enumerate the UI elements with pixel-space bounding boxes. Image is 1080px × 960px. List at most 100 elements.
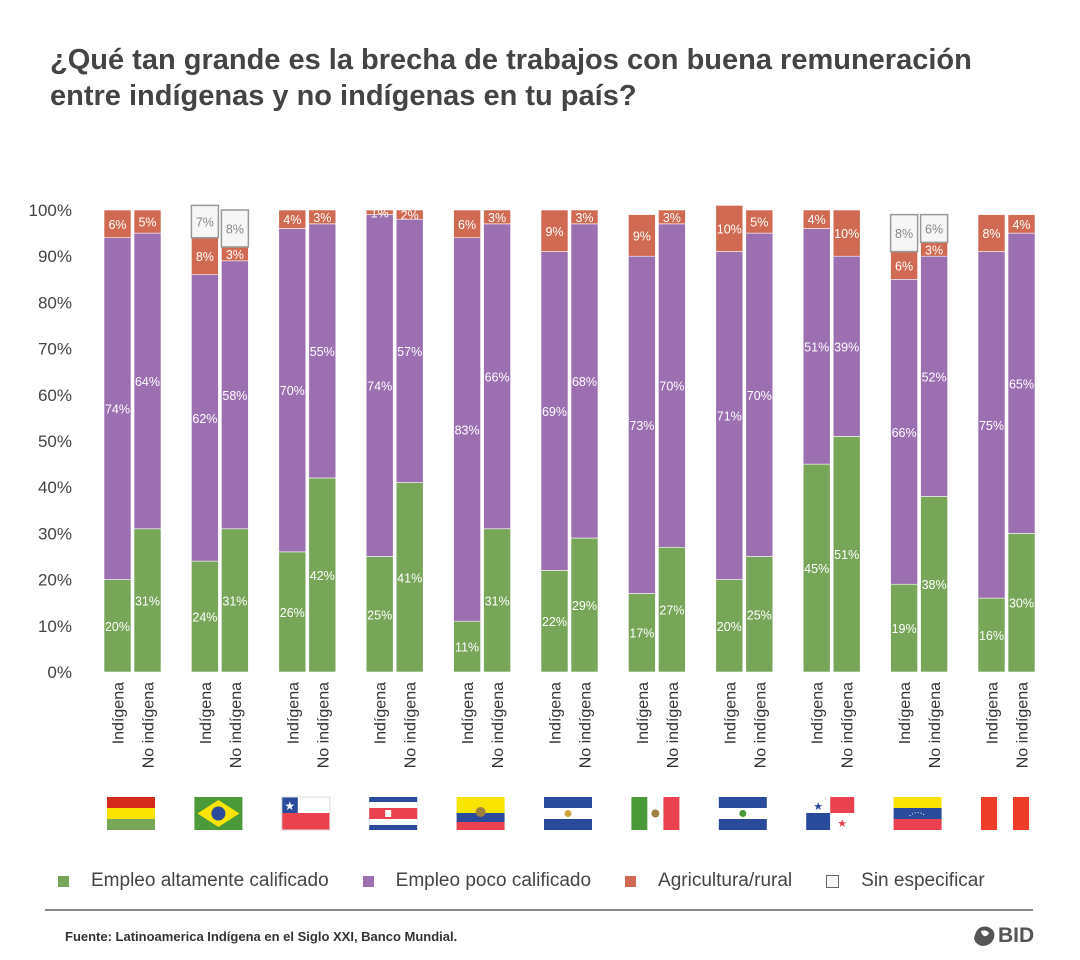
legend-label: Agricultura/rural [658, 870, 793, 891]
bar-segment [628, 214, 656, 257]
bar-segment [220, 209, 250, 248]
data-label: 20% [717, 620, 742, 634]
bar-segment [890, 583, 918, 673]
data-label: 4% [808, 213, 826, 227]
bar-segment [365, 214, 394, 557]
bar-segment [453, 237, 481, 622]
y-tick-label: 30% [38, 524, 72, 543]
data-label: 5% [750, 216, 768, 230]
bar-category-label: No indígena [1015, 682, 1032, 768]
data-label: 70% [747, 389, 772, 403]
legend-item: Sin especificar [826, 870, 985, 892]
nicaragua-flag-icon [718, 797, 767, 830]
y-tick-label: 0% [47, 663, 72, 682]
bar-segment [889, 213, 919, 253]
data-label: 10% [717, 222, 742, 236]
bolivia-flag-icon [107, 797, 155, 830]
stacked-bar-chart: 0% 10% 20% 30% 40% 50% 60% 70% 80% 90% 100% 20% 74% 6… [29, 201, 1036, 831]
bar-segment [540, 209, 569, 252]
bar-segment [658, 546, 686, 673]
divider [45, 909, 1033, 911]
bar-segment [221, 528, 249, 673]
bar-segment [483, 209, 511, 225]
data-label: 39% [834, 340, 859, 354]
legend-item: Agricultura/rural [625, 870, 792, 892]
bar-category-label: No indígena [403, 682, 420, 768]
legend-label: Empleo poco calificado [395, 870, 592, 891]
bar-category-label: Indígena [373, 682, 390, 744]
bar-segment [540, 570, 569, 673]
bar-segment [191, 237, 219, 275]
bar-segment [890, 278, 918, 585]
bar-category-label: Indígena [548, 682, 565, 744]
bar-segment [745, 209, 774, 234]
bar-segment [103, 237, 132, 580]
data-label: 2% [401, 209, 419, 223]
bar-category-label: Indígena [460, 682, 477, 744]
bar-category-label: Indígena [897, 682, 914, 744]
venezuela-flag-icon [893, 797, 942, 830]
data-label: 69% [542, 405, 567, 419]
data-label: 62% [192, 412, 217, 426]
data-label: 5% [138, 216, 156, 230]
bar-category-label: Indígena [111, 682, 128, 744]
svg-text:★: ★ [813, 801, 823, 813]
el-salvador-flag-icon [544, 797, 592, 830]
bar-category-label: Indígena [285, 682, 302, 744]
bar-segment [395, 218, 424, 483]
y-tick-label: 80% [38, 293, 72, 312]
data-label: 57% [397, 345, 422, 359]
legend: Empleo altamente calificado Empleo poco c… [58, 870, 1019, 892]
legend-label: Sin especificar [861, 870, 985, 891]
y-tick-label: 100% [29, 201, 72, 220]
data-label: 1% [371, 206, 389, 220]
data-label: 27% [659, 604, 684, 618]
bar-segment [308, 223, 337, 479]
y-tick-label: 50% [38, 432, 72, 451]
data-label: 25% [367, 608, 392, 622]
y-tick-label: 70% [38, 340, 72, 359]
data-label: 3% [313, 211, 331, 225]
costa-rica-flag-icon [369, 797, 418, 830]
bar-segment [802, 228, 831, 465]
data-label: 3% [226, 248, 244, 262]
legend-swatch [362, 875, 374, 887]
data-label: 6% [925, 222, 943, 236]
bar-segment [920, 255, 948, 497]
panama-flag-icon: ★★ [806, 797, 855, 830]
bar-segment [570, 537, 599, 673]
bar-category-label: Indígena [810, 682, 827, 744]
bar-segment [628, 255, 656, 594]
bar-segment [103, 209, 132, 239]
data-label: 6% [458, 218, 476, 232]
bar-segment [483, 223, 511, 530]
data-label: 9% [545, 225, 563, 239]
y-tick-label: 90% [38, 247, 72, 266]
data-label: 51% [834, 548, 859, 562]
data-label: 64% [135, 375, 160, 389]
bar-category-label: No indígena [752, 682, 769, 768]
y-tick-label: 40% [38, 478, 72, 497]
data-label: 6% [108, 218, 126, 232]
bar-segment [570, 209, 599, 225]
bar-category-label: Indígena [722, 682, 739, 744]
data-label: 8% [196, 250, 214, 264]
bar-segment [745, 232, 774, 557]
data-label: 70% [280, 384, 305, 398]
data-label: 25% [747, 608, 772, 622]
data-label: 66% [485, 370, 510, 384]
data-label: 8% [226, 222, 244, 236]
data-label: 51% [804, 340, 829, 354]
data-label: 31% [222, 594, 247, 608]
bar-segment [365, 556, 394, 673]
bar-segment [658, 209, 686, 225]
bid-logo: BID [972, 924, 1034, 948]
data-label: 31% [135, 594, 160, 608]
data-label: 3% [575, 211, 593, 225]
bar-segment [832, 436, 861, 673]
bar-segment [483, 528, 511, 673]
data-label: 65% [1009, 377, 1034, 391]
data-label: 20% [105, 620, 130, 634]
bar-segment [395, 482, 424, 673]
